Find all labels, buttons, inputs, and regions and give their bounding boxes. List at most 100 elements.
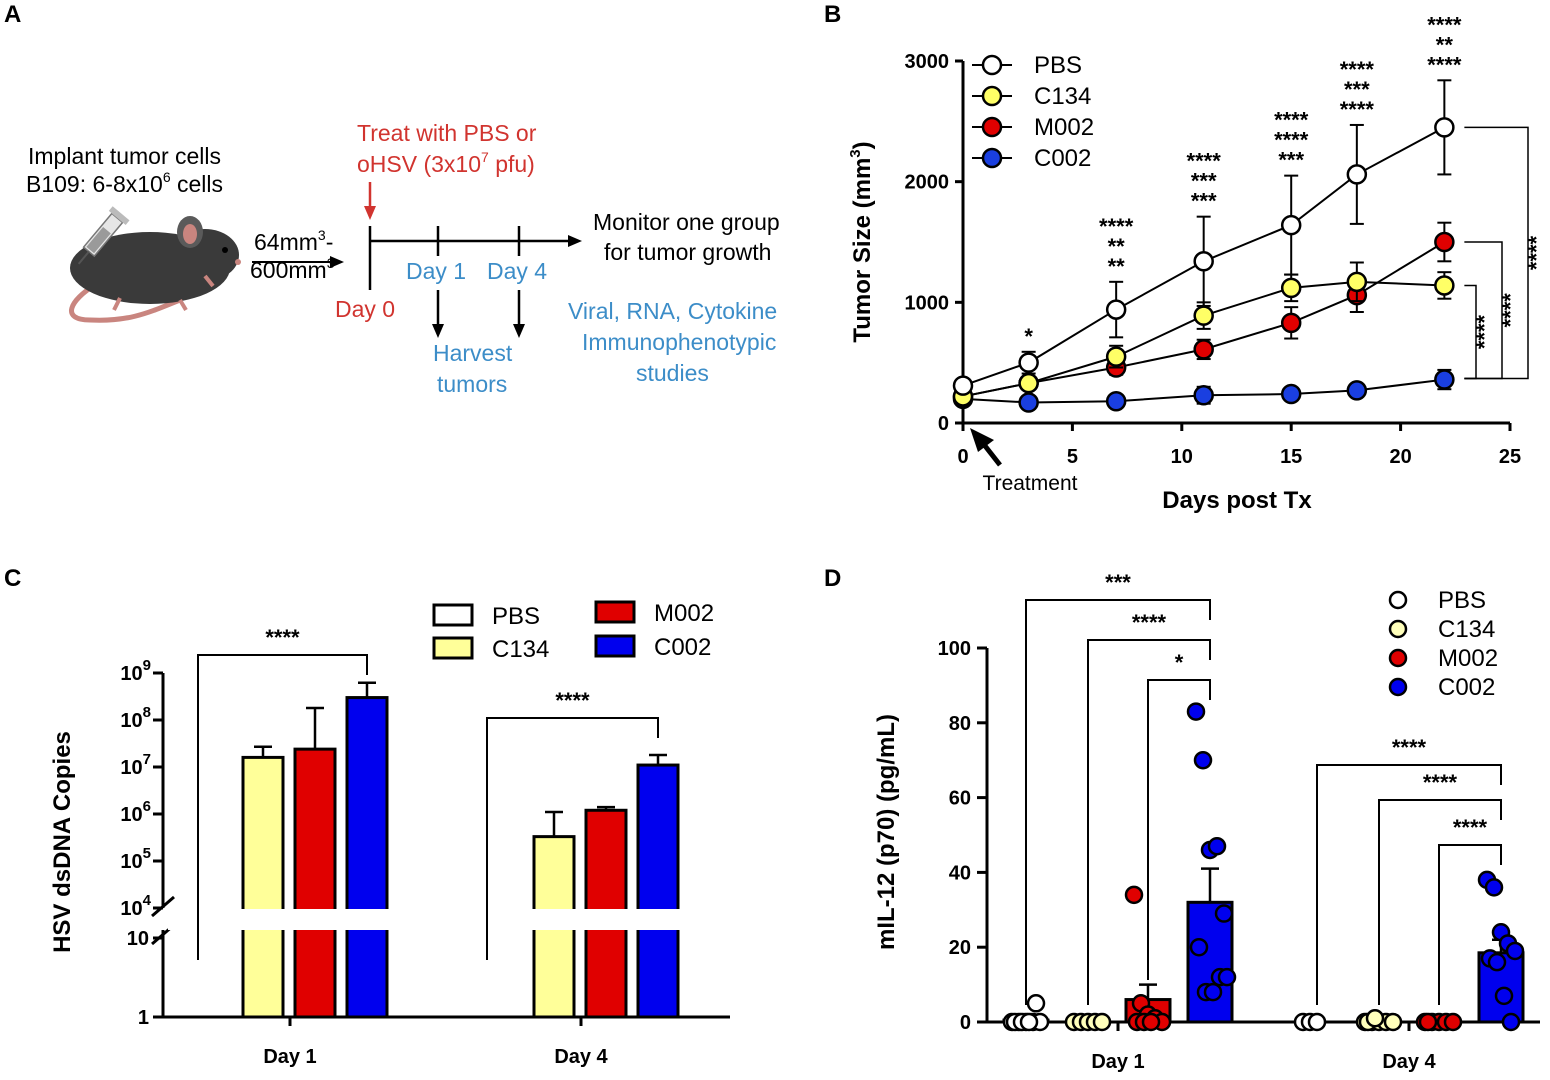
data-point-pbs: [1026, 994, 1046, 1013]
data-point-c134: [1092, 1012, 1112, 1032]
y-tick-label: 0: [960, 1012, 971, 1034]
data-point-c002: [1484, 878, 1504, 897]
data-point-c002: [1214, 904, 1234, 923]
data-point-pbs: [1280, 214, 1302, 236]
y-tick-label: 105: [120, 845, 151, 873]
y-tick-label: 1: [138, 1007, 149, 1029]
legend-label-c134: C134: [1438, 616, 1495, 643]
data-point-c134: [1105, 346, 1127, 367]
monitor-line1: Monitor one group: [593, 209, 780, 235]
data-point-c002: [1193, 750, 1213, 770]
comparison-bracket: [1464, 241, 1503, 380]
x-tick-label: Day 1: [263, 1046, 316, 1068]
bar-c002-day-1: [345, 696, 389, 1019]
legend-marker-pbs: [1388, 590, 1408, 610]
data-point-c002: [1501, 1012, 1521, 1032]
comparison-bracket: [1464, 284, 1477, 380]
significance-stars: ****: [1427, 52, 1462, 77]
data-point-pbs: [1434, 117, 1455, 138]
comparison-bracket: [1025, 599, 1211, 1005]
legend-label-c002: C002: [654, 634, 711, 661]
data-point-pbs: [1346, 164, 1368, 185]
significance-stars: **: [1108, 234, 1126, 259]
y-tick-label: 20: [949, 937, 971, 959]
treat-line1: Treat with PBS or: [357, 120, 537, 146]
studies-line3: studies: [636, 360, 709, 386]
data-point-c134: [1346, 271, 1368, 293]
y-axis-title: mIL-12 (p70) (pg/mL): [873, 714, 900, 950]
y-tick-label: 2000: [905, 172, 950, 194]
bar-m002-day-1: [293, 747, 337, 1019]
legend-swatch-c002: [594, 634, 636, 658]
y-tick-label: 0: [938, 413, 949, 435]
legend-swatch-m002: [594, 600, 636, 624]
legend-marker-pbs: [981, 54, 1003, 76]
data-point-c002: [1346, 380, 1368, 401]
significance-stars: **: [1108, 254, 1126, 279]
axis-break-gap: [168, 909, 735, 930]
legend-marker-m002: [981, 116, 1003, 138]
comparison-bracket: [486, 717, 659, 960]
comparison-bracket: [1438, 844, 1502, 1005]
panel-a-schematic: Implant tumor cells B109: 6-8x106 cells …: [26, 120, 780, 397]
legend-label-m002: M002: [1438, 645, 1498, 672]
data-point-pbs: [1193, 251, 1214, 272]
significance-stars: ****: [1187, 149, 1222, 174]
legend-label-c134: C134: [1034, 83, 1091, 110]
day4-label: Day 4: [487, 258, 547, 284]
legend-marker-c134: [1388, 619, 1408, 639]
x-tick-label: Day 4: [1382, 1051, 1436, 1073]
bracket-label: ***: [1105, 570, 1131, 595]
y-tick-label: 10: [127, 928, 149, 950]
y-tick-label: 108: [120, 704, 151, 732]
bracket-label: ****: [1423, 770, 1458, 795]
data-point-pbs: [1018, 352, 1039, 373]
x-tick-label: Day 4: [554, 1046, 608, 1068]
x-tick-label: Day 1: [1091, 1051, 1144, 1073]
implant-line2: B109: 6-8x106 cells: [26, 169, 223, 197]
comparison-bracket: [1378, 799, 1502, 1005]
legend-label-c134: C134: [492, 636, 549, 663]
y-tick-label: 1000: [905, 292, 950, 314]
studies-line1: Viral, RNA, Cytokine: [568, 298, 777, 324]
data-point-m002: [1418, 1012, 1438, 1032]
treatment-arrow-head: [970, 428, 994, 452]
y-tick-label: 109: [120, 657, 151, 685]
significance-stars: ***: [1278, 148, 1304, 173]
bar-c002-day-4: [636, 763, 680, 1019]
data-point-m002: [1141, 1012, 1161, 1032]
x-axis-title: Days post Tx: [1162, 487, 1312, 514]
y-tick-label: 104: [120, 892, 151, 920]
x-tick-label: 25: [1499, 446, 1521, 468]
data-point-c002: [1105, 391, 1127, 412]
data-point-c134: [1383, 1012, 1403, 1032]
legend-swatch-pbs: [432, 603, 474, 627]
significance-stars: ****: [1099, 214, 1134, 239]
panel-c-bar-chart: 1 10 104 105 106 107 108 109 HSV dsDNA Copies Day…: [49, 600, 735, 1068]
panel-letter-d: D: [824, 565, 841, 592]
panel-letter-a: A: [4, 1, 21, 28]
legend-label-m002: M002: [1034, 114, 1094, 141]
y-tick-label: 100: [938, 638, 971, 660]
significance-stars: ***: [1191, 189, 1217, 214]
y-tick-label: 107: [120, 751, 151, 779]
bar-c134-day-1: [241, 755, 285, 1019]
data-point-c002: [1193, 384, 1214, 406]
data-point-c134: [1193, 305, 1214, 326]
significance-stars: ****: [1340, 57, 1375, 82]
significance-stars: ***: [1344, 77, 1370, 102]
data-point-c134: [1018, 372, 1039, 394]
data-point-c134: [1365, 1009, 1385, 1028]
data-point-c002: [1189, 937, 1209, 957]
legend-marker-c002: [1388, 677, 1408, 697]
data-point-c134: [1280, 277, 1302, 299]
mouse-icon: [69, 206, 241, 323]
bracket-label: ****: [1453, 815, 1488, 840]
implant-line1: Implant tumor cells: [28, 143, 221, 169]
x-tick-label: 15: [1280, 446, 1302, 468]
x-tick-label: 5: [1067, 446, 1078, 468]
significance-stars: ****: [1427, 12, 1462, 37]
day1-label: Day 1: [406, 258, 466, 284]
y-tick-label: 80: [949, 713, 971, 735]
significance-stars: **: [1436, 32, 1454, 57]
